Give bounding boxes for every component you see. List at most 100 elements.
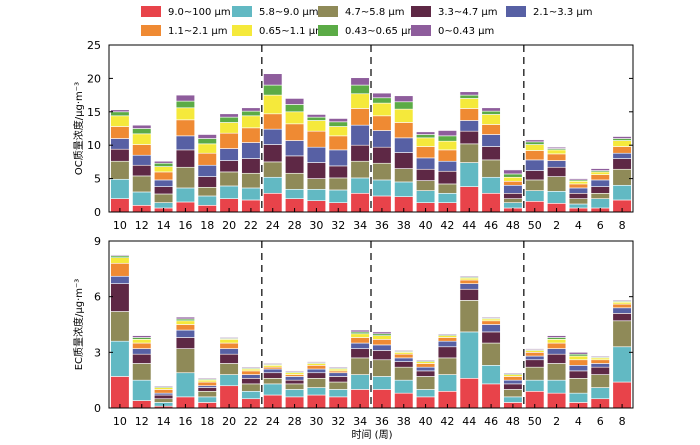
bar-segment: [110, 138, 130, 150]
bar-segment: [568, 203, 589, 209]
x-tick-label: 10: [113, 415, 127, 428]
bar-segment: [372, 92, 392, 99]
bar-segment: [612, 152, 632, 159]
bar-segment: [612, 140, 632, 147]
x-tick-label: 38: [397, 219, 411, 232]
bar-segment: [197, 138, 217, 145]
bar-segment: [306, 146, 327, 163]
bar-segment: [568, 352, 589, 355]
legend-swatch: [141, 25, 161, 36]
bar-segment: [481, 176, 501, 194]
bar-segment: [415, 131, 436, 135]
x-tick-label: 4: [575, 415, 582, 428]
bar-segment: [568, 183, 589, 189]
bar-segment: [372, 115, 392, 131]
bar-segment: [328, 381, 348, 390]
bar-segment: [568, 365, 589, 372]
bar-segment: [437, 337, 458, 342]
bar-segment: [481, 342, 501, 366]
bar-segment: [284, 123, 305, 141]
bar-segment: [132, 339, 152, 344]
bar-segment: [284, 370, 305, 373]
bar-segment: [612, 138, 632, 141]
bar-segment: [197, 152, 217, 166]
bar-segment: [110, 254, 130, 257]
bar-segment: [415, 363, 436, 368]
bar-segment: [394, 168, 414, 183]
bar-segment: [350, 144, 370, 162]
bar-segment: [154, 162, 174, 167]
bar-segment: [415, 168, 436, 181]
bar-segment: [197, 387, 217, 392]
bar-segment: [263, 144, 283, 163]
bar-segment: [328, 121, 348, 127]
bar-segment: [175, 94, 195, 102]
bar-segment: [263, 128, 283, 145]
bar-segment: [459, 162, 479, 187]
bar-segment: [612, 346, 632, 383]
x-tick-label: 20: [222, 415, 236, 428]
bar-segment: [263, 113, 283, 130]
bar-segment: [590, 374, 610, 388]
bar-segment: [175, 119, 195, 137]
x-tick-label: 24: [266, 219, 280, 232]
x-tick-label: 46: [484, 415, 498, 428]
bar-segment: [459, 279, 479, 284]
bar-segment: [459, 91, 479, 96]
bar-segment: [503, 389, 523, 398]
bar-segment: [132, 353, 152, 364]
bar-segment: [372, 162, 392, 181]
bar-segment: [306, 178, 327, 190]
bar-segment: [459, 288, 479, 301]
x-tick-label: 32: [331, 219, 345, 232]
bar-segment: [350, 160, 370, 179]
bar-segment: [350, 93, 370, 109]
y-axis-title: OC质量浓度/μg·m⁻³: [72, 82, 85, 175]
bar-segment: [219, 116, 239, 123]
bar-segment: [525, 366, 545, 381]
bar-segment: [328, 165, 348, 179]
bar-segment: [437, 340, 458, 348]
bar-segment: [481, 107, 501, 112]
bar-segment: [415, 134, 436, 139]
bar-segment: [328, 389, 348, 398]
x-tick-label: 18: [200, 219, 214, 232]
bar-segment: [590, 363, 610, 368]
x-tick-label: 50: [528, 219, 542, 232]
bar-segment: [110, 126, 130, 139]
bar-segment: [306, 387, 327, 396]
bar-segment: [546, 379, 567, 394]
bar-segment: [241, 115, 261, 129]
bar-segment: [437, 135, 458, 142]
x-tick-label: 48: [506, 219, 520, 232]
bar-segment: [525, 348, 545, 350]
bar-segment: [372, 130, 392, 148]
bar-segment: [437, 170, 458, 185]
legend-label: 9.0~100 μm: [168, 7, 231, 18]
bar-segment: [197, 390, 217, 398]
bar-segment: [219, 348, 239, 355]
bar-segment: [197, 396, 217, 403]
bar-segment: [568, 370, 589, 379]
bar-segment: [263, 383, 283, 396]
bar-segment: [546, 339, 567, 344]
bar-segment: [481, 320, 501, 325]
bar-segment: [197, 143, 217, 154]
bar-segment: [219, 160, 239, 173]
bar-segment: [263, 94, 283, 115]
bar-segment: [546, 153, 567, 161]
bar-segment: [568, 187, 589, 194]
bar-segment: [372, 331, 392, 335]
bar-segment: [328, 189, 348, 203]
bar-segment: [219, 113, 239, 118]
bar-segment: [284, 376, 305, 381]
bar-segment: [306, 378, 327, 388]
bar-segment: [197, 164, 217, 177]
bar-segment: [481, 134, 501, 147]
x-tick-label: 36: [375, 415, 389, 428]
bar-segment: [284, 188, 305, 199]
x-tick-label: 50: [528, 415, 542, 428]
bar-segment: [612, 320, 632, 348]
bar-segment: [612, 300, 632, 302]
bar-segment: [175, 107, 195, 121]
